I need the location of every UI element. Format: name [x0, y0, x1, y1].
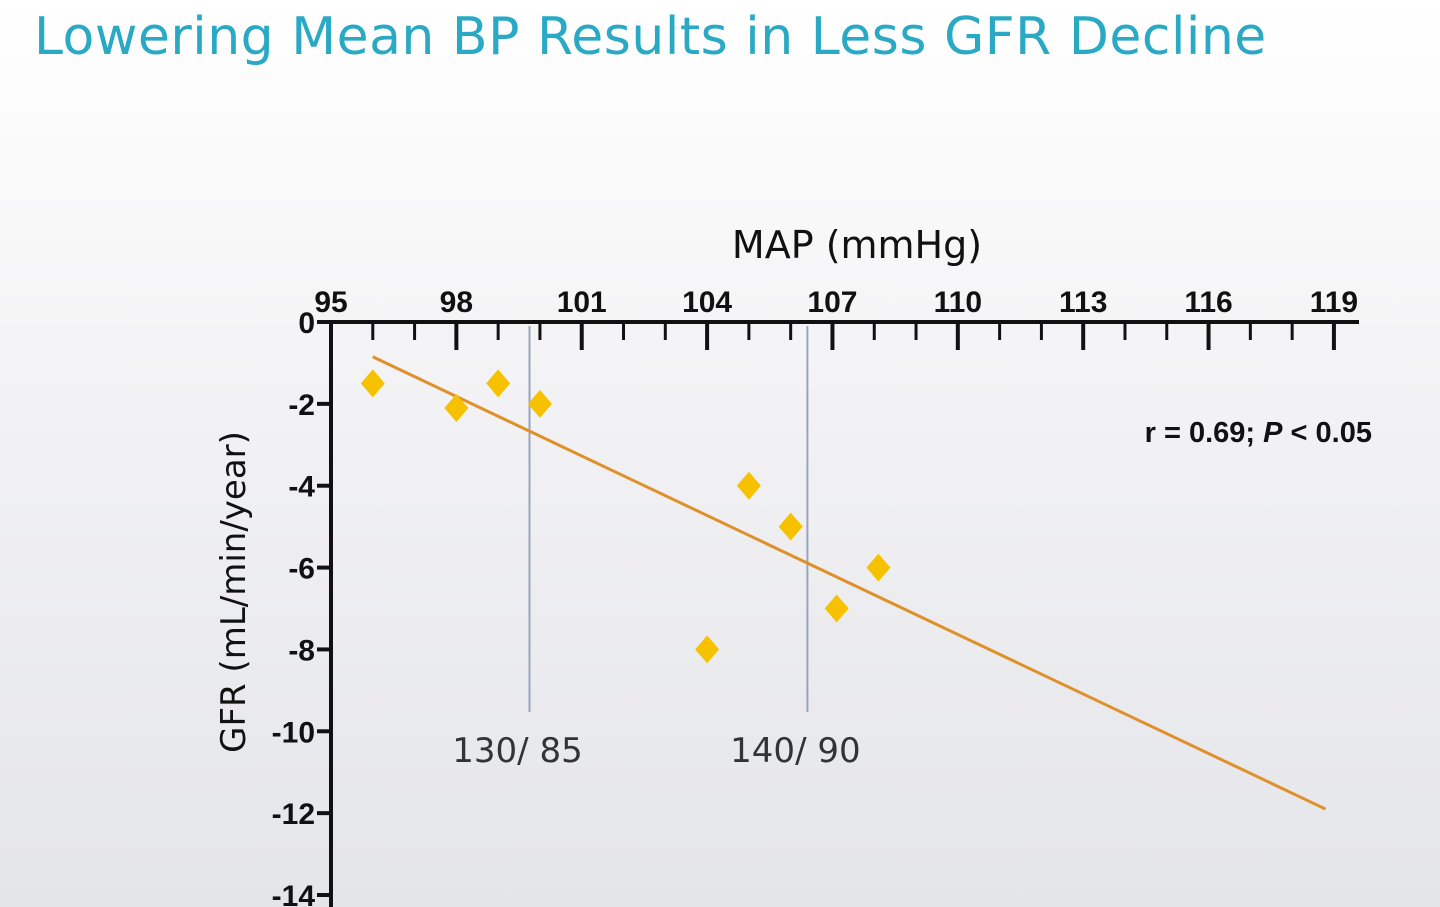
x-tick-label: 107: [807, 286, 857, 319]
data-point: [866, 553, 891, 582]
x-tick-label: 116: [1184, 286, 1232, 319]
x-tick-label: 119: [1310, 286, 1358, 319]
regression-line: [372, 355, 1327, 811]
data-point: [736, 471, 761, 500]
y-axis-title: GFR (mL/min/year): [214, 431, 254, 753]
data-point: [486, 369, 511, 398]
data-point: [778, 512, 803, 541]
y-tick-label: -10: [272, 716, 315, 749]
data-point: [360, 369, 385, 398]
data-point: [824, 594, 849, 623]
reference-line-label: 130/ 85: [452, 731, 582, 771]
x-tick-label: 104: [682, 286, 732, 319]
y-tick-label: -4: [288, 471, 315, 504]
x-axis-title: MAP (mmHg): [732, 223, 982, 267]
data-point: [527, 389, 552, 418]
y-tick-label: -14: [272, 880, 316, 907]
y-tick-label: -6: [288, 553, 315, 586]
x-tick-label: 110: [934, 286, 982, 319]
data-point: [695, 635, 720, 664]
x-tick-label: 113: [1059, 286, 1107, 319]
x-tick-label: 98: [440, 286, 473, 319]
y-tick-label: 0: [298, 307, 315, 340]
correlation-annotation: r = 0.69; P < 0.05: [1145, 417, 1372, 449]
slide-title: Lowering Mean BP Results in Less GFR Dec…: [34, 7, 1267, 67]
x-tick-label: 101: [557, 286, 607, 319]
x-tick-label: 95: [314, 286, 347, 319]
reference-line-label: 140/ 90: [730, 731, 860, 771]
y-tick-label: -2: [288, 389, 315, 422]
y-tick-label: -8: [288, 634, 315, 667]
y-tick-label: -12: [272, 798, 315, 831]
data-point: [444, 393, 469, 422]
